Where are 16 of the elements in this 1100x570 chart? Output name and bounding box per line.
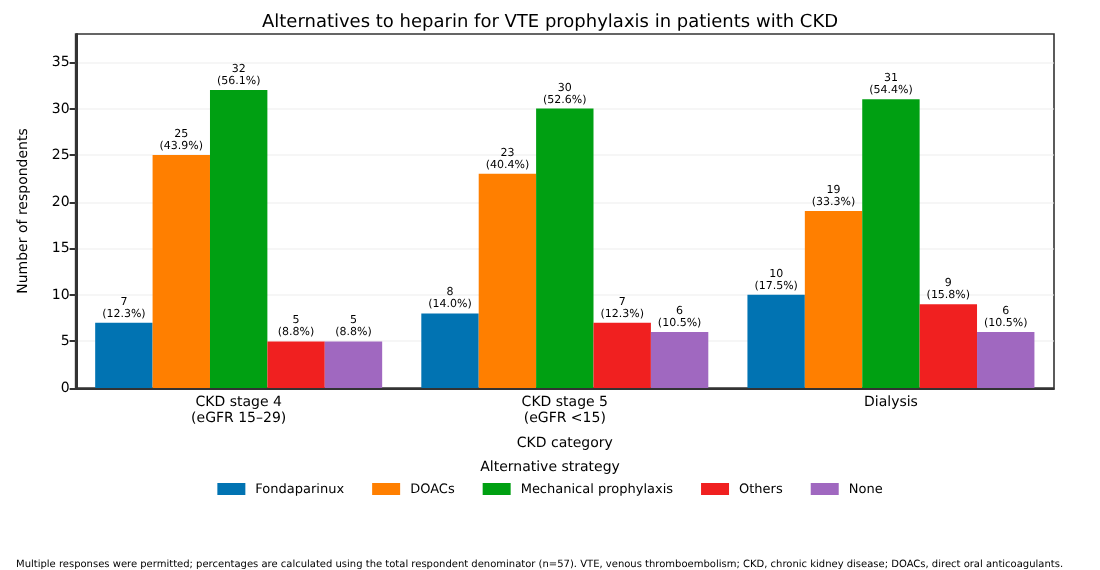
chart-title: Alternatives to heparin for VTE prophylaxis in patients with CKD [261,13,839,33]
bar [536,108,594,388]
bar [862,99,920,388]
bar [209,89,268,388]
bar [747,294,805,388]
bar [152,155,210,388]
bar [95,322,153,388]
bar [324,341,383,388]
bar [804,211,863,388]
bar [421,313,479,388]
bar [650,332,709,388]
bar [478,173,537,388]
bar [267,341,325,388]
bar [919,304,978,388]
bar [593,322,651,388]
bar [977,332,1035,388]
